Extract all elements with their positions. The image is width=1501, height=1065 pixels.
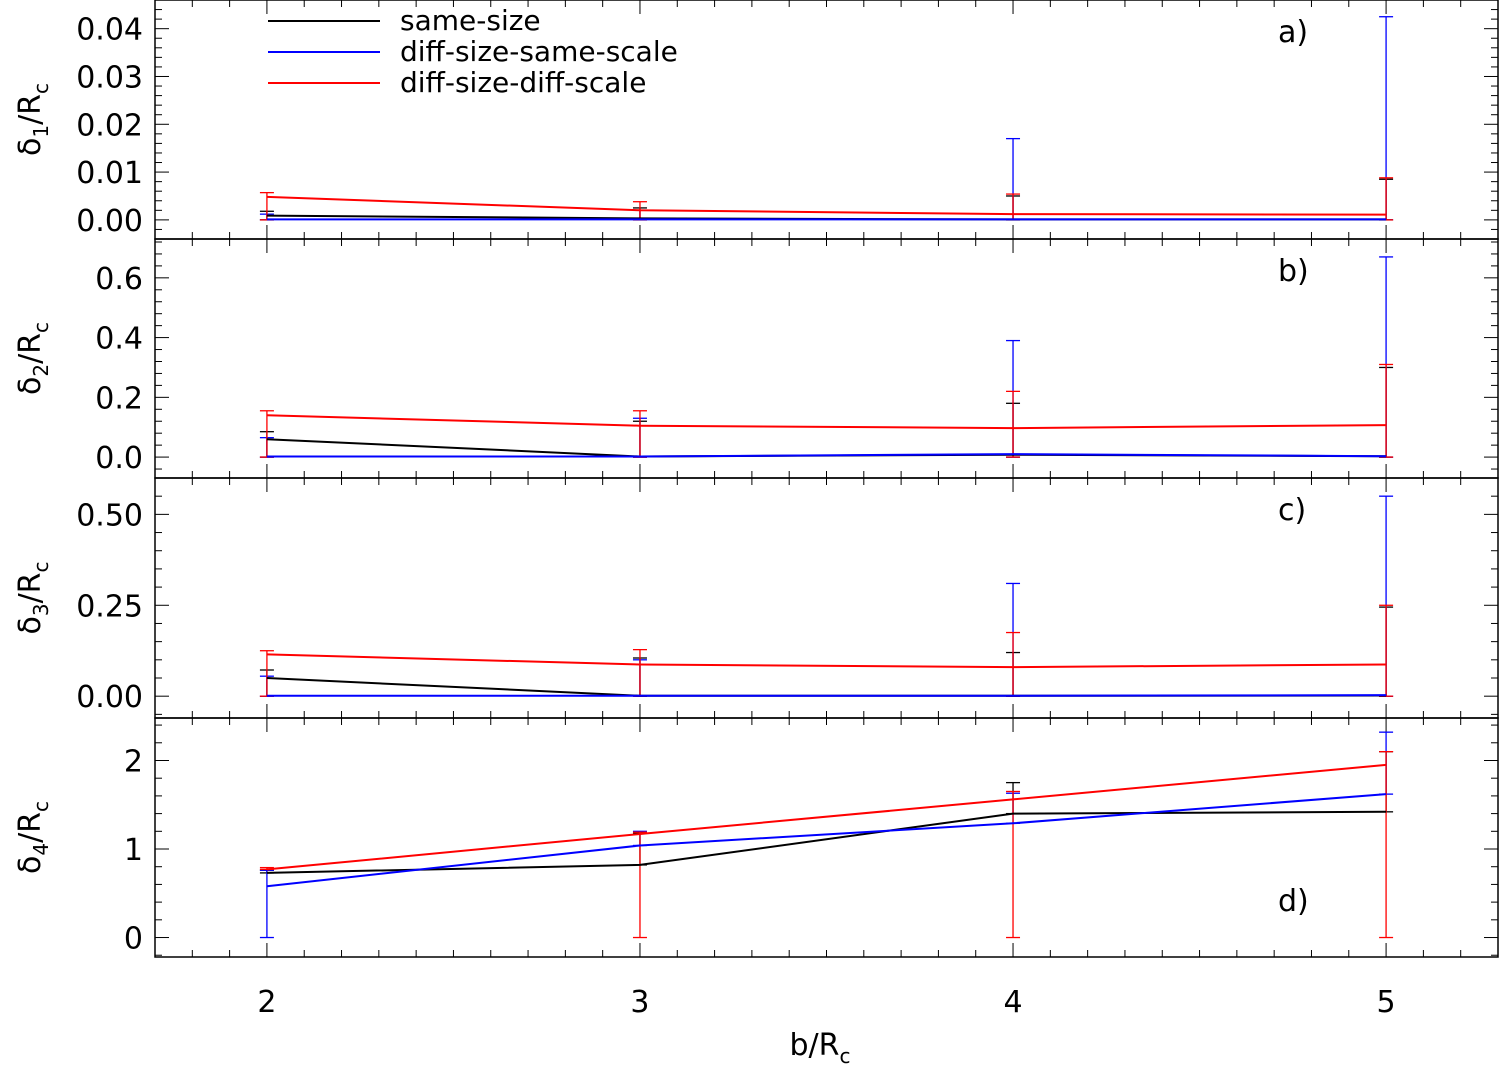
y-tick-label: 2 — [124, 744, 143, 779]
y-tick-label: 0.00 — [76, 204, 143, 239]
y-tick-label: 0.25 — [76, 589, 143, 624]
series-line — [266, 453, 1387, 458]
y-tick-label: 0.6 — [95, 262, 143, 297]
legend-label: same-size — [400, 4, 541, 37]
y-tick-label: 0.02 — [76, 108, 143, 143]
series-line — [266, 653, 1387, 669]
y-tick-label: 0.00 — [76, 680, 143, 715]
y-tick-label: 0.4 — [95, 322, 143, 357]
y-axis-title: δ1/Rc — [13, 83, 53, 156]
y-tick-label: 0.50 — [76, 498, 143, 533]
y-axis-title: δ2/Rc — [13, 322, 53, 395]
panel-label: a) — [1278, 15, 1308, 50]
y-tick-label: 0 — [124, 922, 143, 957]
legend-label: diff-size-diff-scale — [400, 66, 646, 99]
series-line — [266, 414, 1387, 430]
panel-label: b) — [1278, 254, 1309, 289]
y-tick-label: 0.01 — [76, 156, 143, 191]
y-axis-title: δ4/Rc — [13, 801, 53, 874]
x-tick-label: 3 — [630, 985, 649, 1020]
series-line — [266, 763, 1387, 871]
x-tick-label: 5 — [1377, 985, 1396, 1020]
y-tick-label: 0.2 — [95, 381, 143, 416]
y-tick-label: 1 — [124, 833, 143, 868]
y-tick-label: 0.03 — [76, 60, 143, 95]
panel-label: d) — [1278, 884, 1309, 919]
series-line — [266, 793, 1387, 888]
y-axis-title: δ3/Rc — [13, 561, 53, 634]
panel-label: c) — [1278, 493, 1306, 528]
series-line — [266, 195, 1387, 216]
series-line — [266, 677, 1387, 697]
x-tick-label: 2 — [257, 985, 276, 1020]
series-line — [266, 694, 1387, 697]
series-line — [266, 438, 1387, 458]
x-axis-title: b/Rc — [790, 1028, 851, 1065]
y-tick-label: 0.0 — [95, 441, 143, 476]
panel-frame — [154, 717, 1499, 958]
series-line — [266, 810, 1387, 874]
y-tick-label: 0.04 — [76, 13, 143, 48]
legend-label: diff-size-same-scale — [400, 35, 678, 68]
x-tick-label: 4 — [1003, 985, 1022, 1020]
